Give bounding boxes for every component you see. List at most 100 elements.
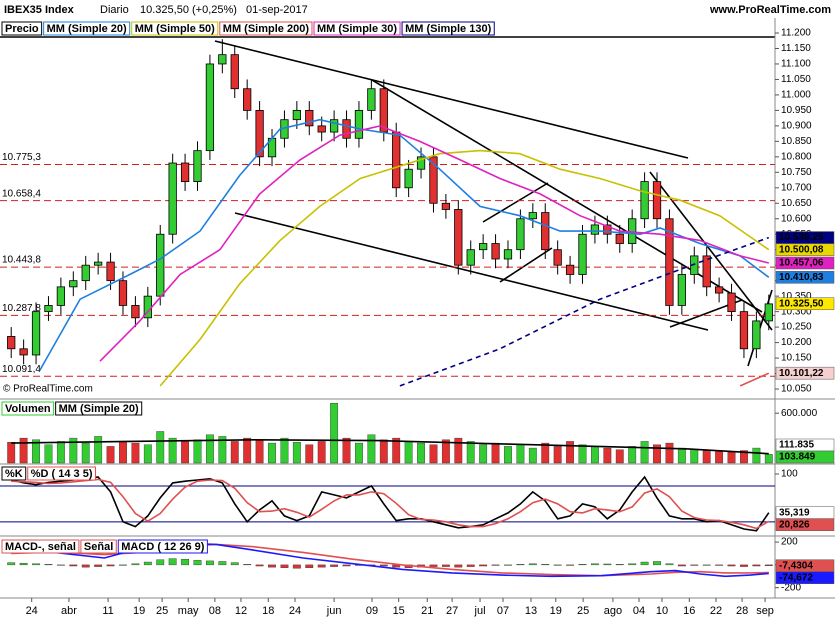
bar	[342, 437, 351, 464]
y-tick-label: 10.850	[781, 136, 812, 147]
bar	[392, 437, 401, 464]
bar	[94, 436, 103, 464]
bar	[81, 564, 90, 568]
value-badge-label: 111.835	[779, 440, 814, 451]
bar	[330, 564, 339, 567]
x-tick-label: 07	[497, 605, 509, 617]
legend-box	[1, 466, 27, 481]
bar	[156, 559, 165, 566]
legend-box	[131, 21, 219, 36]
legend-label: MACD-, señal	[5, 541, 76, 553]
value-badge	[775, 243, 835, 256]
candle-body	[69, 280, 78, 288]
candle-body	[218, 54, 227, 65]
candle-body	[7, 335, 16, 350]
bar	[205, 560, 214, 566]
bar	[454, 564, 463, 568]
y-tick-label: 10.350	[781, 291, 812, 302]
legend-label: MACD ( 12 26 9)	[121, 541, 204, 553]
candle-body	[404, 168, 413, 189]
legend-label: %K	[5, 468, 23, 480]
legend-box	[1, 21, 43, 36]
bar	[243, 564, 252, 566]
candle-body	[677, 274, 686, 306]
value-badge-label: -7,4304	[779, 560, 813, 571]
y-tick-label: 10.800	[781, 151, 812, 162]
bar	[205, 434, 214, 464]
bar	[255, 439, 264, 464]
bar	[752, 447, 761, 464]
x-tick-label: 21	[421, 605, 433, 617]
series-line	[99, 125, 769, 362]
bar	[516, 564, 525, 566]
candle-body	[255, 109, 264, 158]
bar	[32, 439, 40, 464]
candle-body	[19, 348, 28, 356]
value-badge-label: 35,319	[779, 507, 810, 518]
bar	[764, 454, 773, 464]
candle-body	[503, 249, 513, 260]
bar	[119, 564, 127, 566]
y-tick-label: 11.050	[781, 74, 811, 85]
candle-body	[317, 125, 326, 133]
legend-box	[80, 539, 117, 554]
value-badge-label: 10.325,50	[779, 298, 824, 309]
bar	[640, 441, 649, 464]
bar	[280, 437, 289, 464]
series-line	[11, 438, 769, 455]
value-badge	[775, 271, 835, 284]
candle-body	[441, 202, 451, 210]
bar	[69, 564, 78, 567]
y-tick-label: 10.250	[781, 322, 812, 333]
legend-label: MM (Simple 200)	[223, 23, 310, 35]
candle-body	[81, 264, 90, 282]
candle-body	[752, 320, 761, 350]
candle-body	[56, 286, 66, 306]
candle-body	[131, 305, 140, 319]
bar	[367, 434, 376, 464]
y-tick-label: 10.650	[781, 198, 812, 209]
value-badge	[775, 366, 835, 380]
level-label: 10.658,4	[2, 188, 41, 199]
y-tick-label: 11.150	[781, 43, 811, 54]
level-label: 10.287,8	[2, 303, 41, 314]
x-tick-label: 24	[289, 605, 301, 617]
bar	[417, 442, 425, 464]
bar	[653, 444, 661, 464]
legend-label: MM (Simple 20)	[47, 23, 127, 35]
legend-box	[27, 466, 96, 481]
candle-body	[193, 150, 202, 183]
bar	[330, 403, 339, 464]
bar	[541, 564, 550, 566]
candle-body	[479, 243, 488, 251]
candle-body	[392, 131, 401, 189]
candle-body	[429, 156, 438, 204]
bar	[553, 446, 562, 464]
level-label: 10.775,3	[2, 152, 41, 163]
x-tick-label: 08	[209, 605, 221, 617]
bar	[69, 437, 78, 464]
y-tick-label: 100	[781, 469, 798, 480]
candle-body	[714, 286, 724, 294]
bar	[32, 563, 40, 566]
watermark: © ProRealTime.com	[3, 384, 93, 395]
value-badge	[775, 571, 835, 584]
bar	[305, 564, 314, 568]
bar	[578, 564, 587, 566]
bar	[764, 564, 773, 566]
bar	[81, 442, 90, 464]
x-tick-label: 25	[577, 605, 589, 617]
bar	[528, 563, 537, 566]
bar	[379, 564, 388, 567]
legend-box	[117, 539, 208, 554]
x-tick-label: 22	[710, 605, 722, 617]
value-badge	[775, 297, 835, 310]
bar	[193, 439, 202, 464]
bar	[292, 442, 301, 464]
last-price: 10.325,50 (+0,25%)	[140, 4, 237, 16]
series-line	[159, 149, 770, 387]
y-tick-label: 10.050	[781, 384, 812, 395]
bar	[677, 447, 686, 464]
candle-body	[764, 303, 773, 322]
